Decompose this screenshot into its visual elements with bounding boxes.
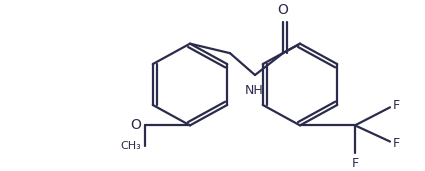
Text: O: O: [278, 3, 289, 17]
Text: CH₃: CH₃: [120, 141, 141, 151]
Text: NH: NH: [245, 84, 264, 97]
Text: F: F: [393, 137, 400, 150]
Text: F: F: [351, 157, 359, 170]
Text: O: O: [130, 118, 141, 132]
Text: F: F: [393, 99, 400, 112]
